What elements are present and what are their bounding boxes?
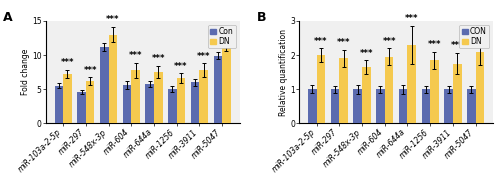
Bar (132, 70, 140, 123)
Text: ***: *** (197, 52, 210, 61)
Text: ***: *** (174, 62, 188, 71)
Bar (168, 89, 176, 123)
Text: ***: *** (405, 14, 418, 24)
Text: ***: *** (84, 66, 97, 75)
Bar (408, 45, 416, 123)
Legend: CON, DN: CON, DN (460, 25, 489, 49)
Bar (54, 86, 63, 123)
Bar (330, 89, 340, 123)
Bar (308, 89, 316, 123)
Bar (422, 89, 430, 123)
Bar (316, 55, 325, 123)
Legend: Con, DN: Con, DN (208, 25, 236, 49)
Bar (340, 58, 348, 123)
Text: ***: *** (473, 27, 486, 36)
Bar (222, 44, 231, 123)
Text: ***: *** (360, 49, 373, 58)
Bar (214, 56, 222, 123)
Bar (385, 57, 394, 123)
Bar (200, 70, 208, 123)
Bar (146, 84, 154, 123)
Text: ***: *** (450, 41, 464, 50)
Bar (63, 74, 72, 123)
Text: ***: *** (129, 51, 142, 60)
Bar (453, 64, 462, 123)
Bar (122, 85, 132, 123)
Bar (376, 89, 385, 123)
Bar (444, 89, 453, 123)
Bar (399, 89, 407, 123)
Text: A: A (3, 11, 13, 24)
Text: ***: *** (106, 15, 120, 24)
Text: ***: *** (337, 38, 350, 47)
Bar (86, 81, 94, 123)
Bar (100, 47, 108, 123)
Y-axis label: Fold change: Fold change (21, 49, 30, 95)
Bar (362, 67, 370, 123)
Bar (354, 89, 362, 123)
Bar (191, 82, 200, 123)
Text: ***: *** (428, 40, 441, 49)
Bar (176, 78, 186, 123)
Text: ***: *** (60, 58, 74, 68)
Text: ***: *** (152, 54, 165, 63)
Text: ***: *** (220, 26, 233, 35)
Text: B: B (256, 11, 266, 24)
Y-axis label: Relative quantification: Relative quantification (279, 29, 288, 116)
Bar (77, 92, 86, 123)
Bar (154, 72, 162, 123)
Text: ***: *** (382, 37, 396, 46)
Bar (476, 52, 484, 123)
Bar (108, 35, 117, 123)
Text: ***: *** (314, 37, 328, 46)
Bar (430, 60, 439, 123)
Bar (467, 89, 475, 123)
